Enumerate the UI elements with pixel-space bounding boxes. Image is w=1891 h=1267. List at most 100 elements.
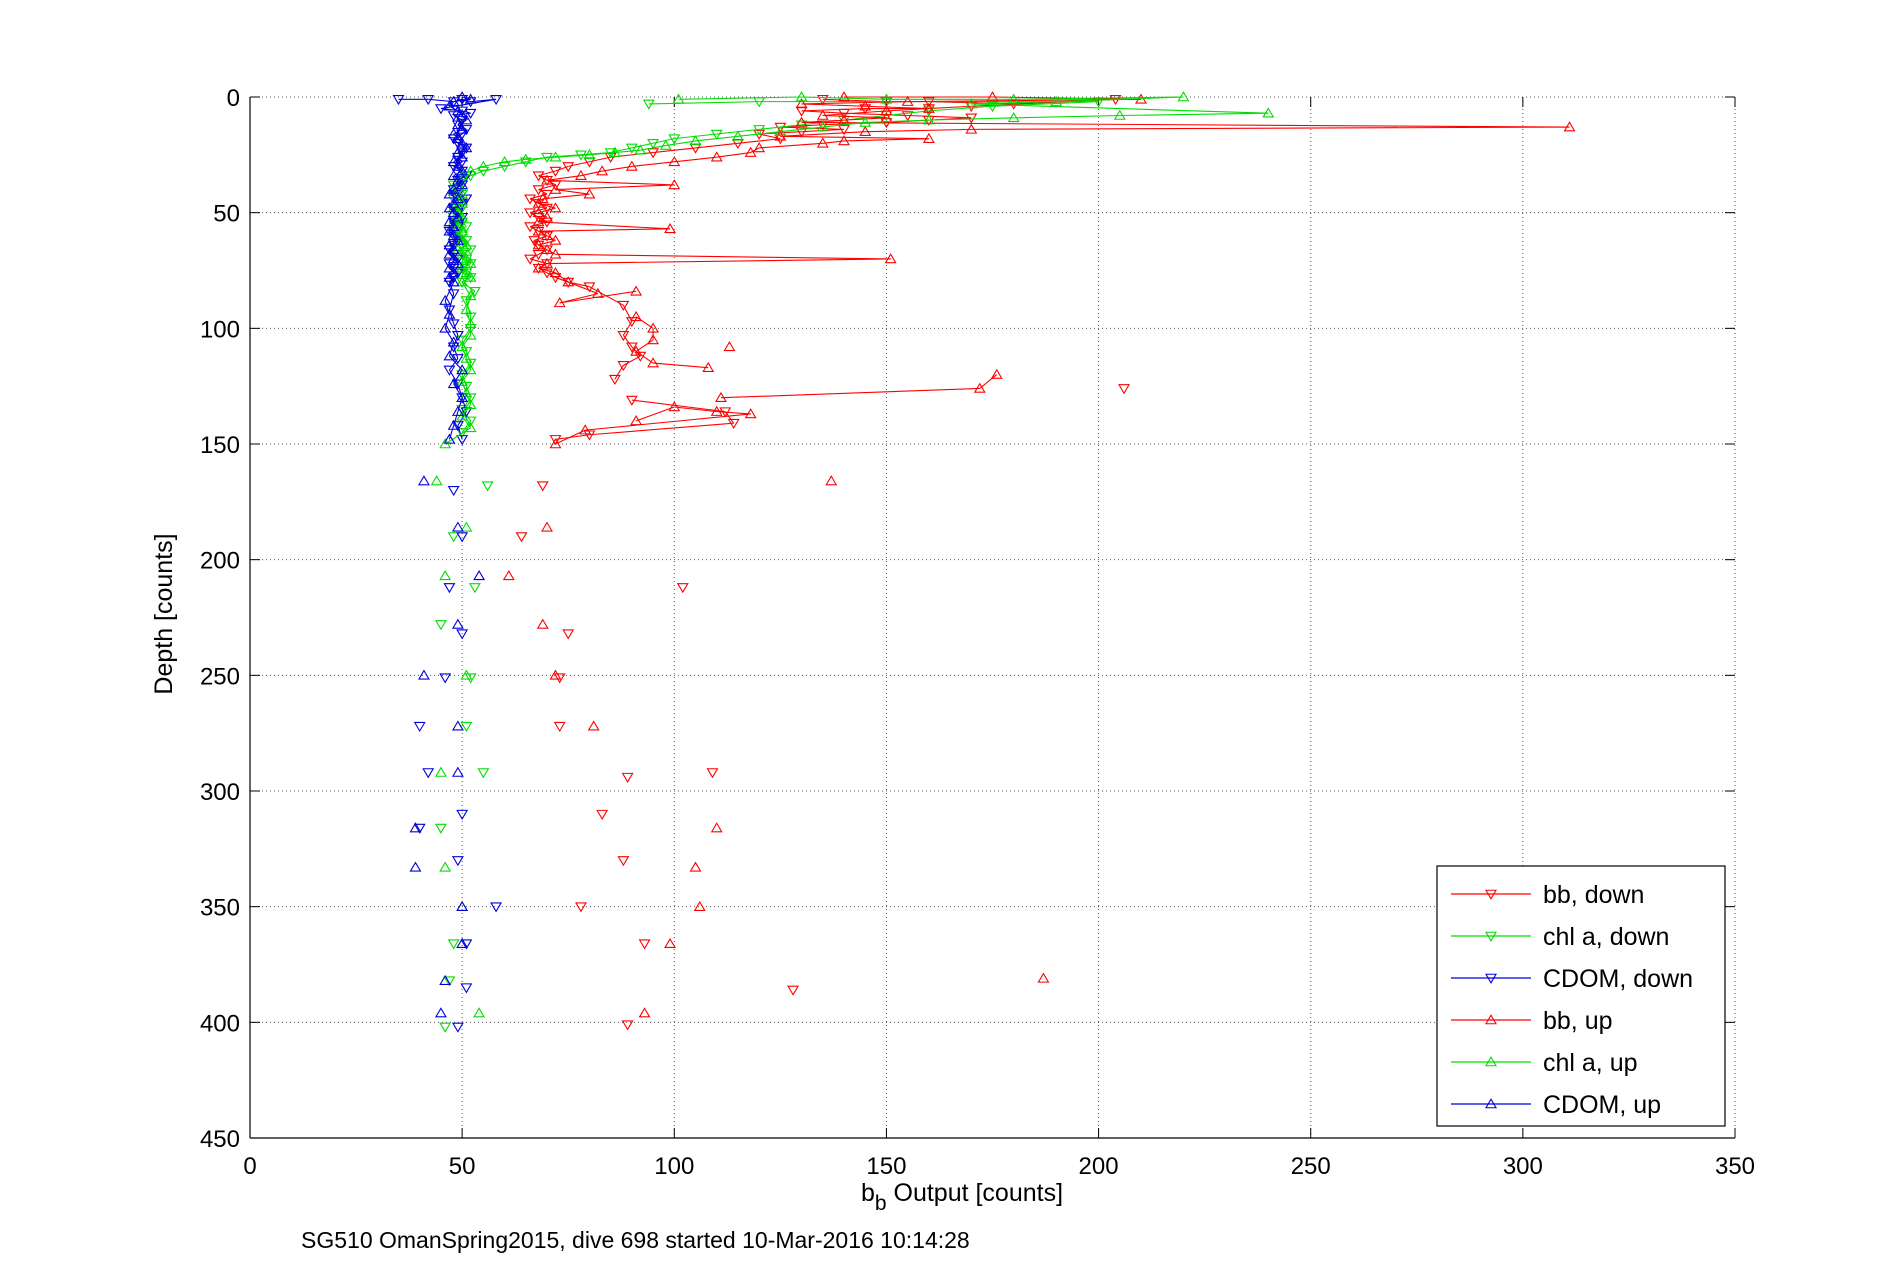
data-point xyxy=(456,276,469,287)
data-point xyxy=(413,721,426,733)
legend-entry-label: bb, up xyxy=(1543,1007,1613,1035)
data-point xyxy=(1007,93,1020,104)
data-point xyxy=(647,322,660,333)
series-line-segment xyxy=(928,117,1014,121)
data-point xyxy=(583,282,596,293)
data-point xyxy=(439,861,452,872)
data-point xyxy=(460,266,473,278)
x-axis-label-rest: Output [counts] xyxy=(887,1179,1064,1207)
series-line-segment xyxy=(822,114,887,119)
series-line-segment xyxy=(448,425,455,440)
data-point xyxy=(706,768,719,779)
data-point xyxy=(630,415,643,426)
x-tick-label: 50 xyxy=(449,1153,476,1180)
series-line-segment xyxy=(444,300,450,315)
series-line-segment xyxy=(640,145,666,151)
series-line-segment xyxy=(971,103,1269,114)
data-point xyxy=(447,419,460,430)
series-line-segment xyxy=(555,253,891,260)
data-point xyxy=(617,330,630,342)
data-point xyxy=(460,669,473,680)
data-point xyxy=(451,720,464,731)
data-point xyxy=(787,985,800,996)
data-point xyxy=(502,570,515,581)
legend-swatch-marker xyxy=(1485,931,1497,942)
series-layer xyxy=(392,91,1576,1033)
series-line-segment xyxy=(465,309,472,324)
data-point xyxy=(973,382,986,393)
series-line-segment xyxy=(457,383,463,398)
data-point xyxy=(727,418,740,430)
data-point xyxy=(460,721,473,733)
data-point xyxy=(519,157,532,168)
series-line-segment xyxy=(453,346,459,359)
series-line-segment xyxy=(979,374,998,389)
data-point xyxy=(549,438,562,449)
data-point xyxy=(443,225,456,236)
y-tick-label: 350 xyxy=(200,895,240,922)
legend-entry-label: bb, down xyxy=(1543,881,1644,909)
data-point xyxy=(625,317,638,328)
data-point xyxy=(668,155,681,167)
legend-entry-label: CDOM, down xyxy=(1543,965,1693,993)
data-point xyxy=(443,277,456,288)
series-line-segment xyxy=(555,154,590,158)
data-point xyxy=(625,143,638,154)
series-line-segment xyxy=(801,121,1570,128)
data-point xyxy=(464,97,477,108)
data-point xyxy=(859,100,872,111)
data-point xyxy=(672,93,685,104)
y-axis-label: Depth [counts] xyxy=(150,533,178,694)
data-point xyxy=(710,822,723,833)
legend-swatch-marker xyxy=(1485,973,1497,984)
data-point xyxy=(447,485,460,497)
data-point xyxy=(447,128,460,139)
data-point xyxy=(422,95,435,106)
data-point xyxy=(880,93,893,104)
data-point xyxy=(456,629,469,640)
data-point xyxy=(583,148,596,160)
data-point xyxy=(498,155,511,167)
data-point xyxy=(774,125,787,136)
data-point xyxy=(596,809,609,820)
data-point xyxy=(659,139,672,150)
data-point xyxy=(1007,111,1020,123)
data-point xyxy=(464,416,477,427)
x-tick-label: 250 xyxy=(1291,1153,1331,1180)
data-point xyxy=(549,151,562,162)
data-point xyxy=(460,142,473,153)
data-point xyxy=(795,106,808,117)
data-point xyxy=(451,856,464,867)
data-point xyxy=(515,532,528,543)
series-line-segment xyxy=(737,138,781,144)
data-point xyxy=(532,185,545,196)
data-point xyxy=(477,768,490,779)
data-point xyxy=(532,171,545,182)
data-point xyxy=(447,253,460,264)
series-line-segment xyxy=(461,346,467,359)
data-point xyxy=(456,809,469,820)
data-point xyxy=(838,135,850,146)
series-line-segment xyxy=(737,131,781,137)
data-point xyxy=(642,99,655,110)
data-point xyxy=(549,202,562,213)
series-line-segment xyxy=(653,147,696,154)
data-point xyxy=(439,322,452,333)
data-point xyxy=(668,179,681,190)
series-line-segment xyxy=(568,281,599,295)
data-point xyxy=(795,127,808,138)
data-point xyxy=(587,720,600,731)
data-point xyxy=(477,160,490,171)
data-point xyxy=(549,180,562,191)
data-point xyxy=(451,766,464,777)
data-point xyxy=(464,108,477,120)
data-point xyxy=(795,116,808,127)
data-point xyxy=(451,421,464,432)
data-point xyxy=(434,823,447,834)
series-5 xyxy=(409,91,486,1018)
data-point xyxy=(621,1020,634,1031)
series-line-segment xyxy=(843,117,887,121)
data-point xyxy=(447,95,460,106)
data-point xyxy=(1118,384,1130,395)
